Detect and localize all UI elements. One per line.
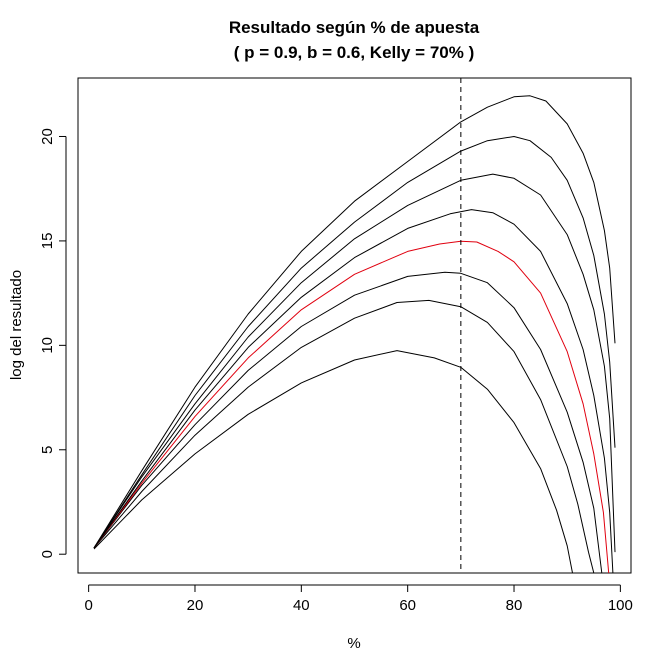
chart-subtitle: ( p = 0.9, b = 0.6, Kelly = 70% ) xyxy=(234,43,474,62)
y-tick-label-0: 0 xyxy=(39,550,56,558)
y-tick-label-15: 15 xyxy=(39,233,56,250)
x-tick-label-20: 20 xyxy=(187,597,204,614)
series-layer xyxy=(93,95,616,574)
series-line-4 xyxy=(93,240,610,574)
y-axis: 0 5 10 15 20 xyxy=(39,128,67,558)
series-line-6 xyxy=(93,173,616,553)
series-line-2 xyxy=(93,299,595,574)
x-tick-label-40: 40 xyxy=(293,597,310,614)
x-tick-label-100: 100 xyxy=(608,597,633,614)
x-tick-label-60: 60 xyxy=(399,597,416,614)
series-line-5 xyxy=(93,209,614,574)
x-tick-label-0: 0 xyxy=(84,597,92,614)
series-line-3 xyxy=(93,271,603,574)
x-tick-label-80: 80 xyxy=(506,597,523,614)
plot-frame xyxy=(77,77,632,574)
series-line-8 xyxy=(93,95,616,549)
x-axis-label: % xyxy=(347,635,360,652)
y-axis-label: log del resultado xyxy=(8,270,25,380)
x-axis: 0 20 40 60 80 100 xyxy=(84,584,633,614)
y-tick-label-10: 10 xyxy=(39,337,56,354)
y-tick-label-5: 5 xyxy=(39,446,56,454)
series-line-7 xyxy=(93,136,616,549)
chart-title: Resultado según % de apuesta xyxy=(229,18,480,37)
y-tick-label-20: 20 xyxy=(39,128,56,145)
series-line-1 xyxy=(93,350,573,574)
